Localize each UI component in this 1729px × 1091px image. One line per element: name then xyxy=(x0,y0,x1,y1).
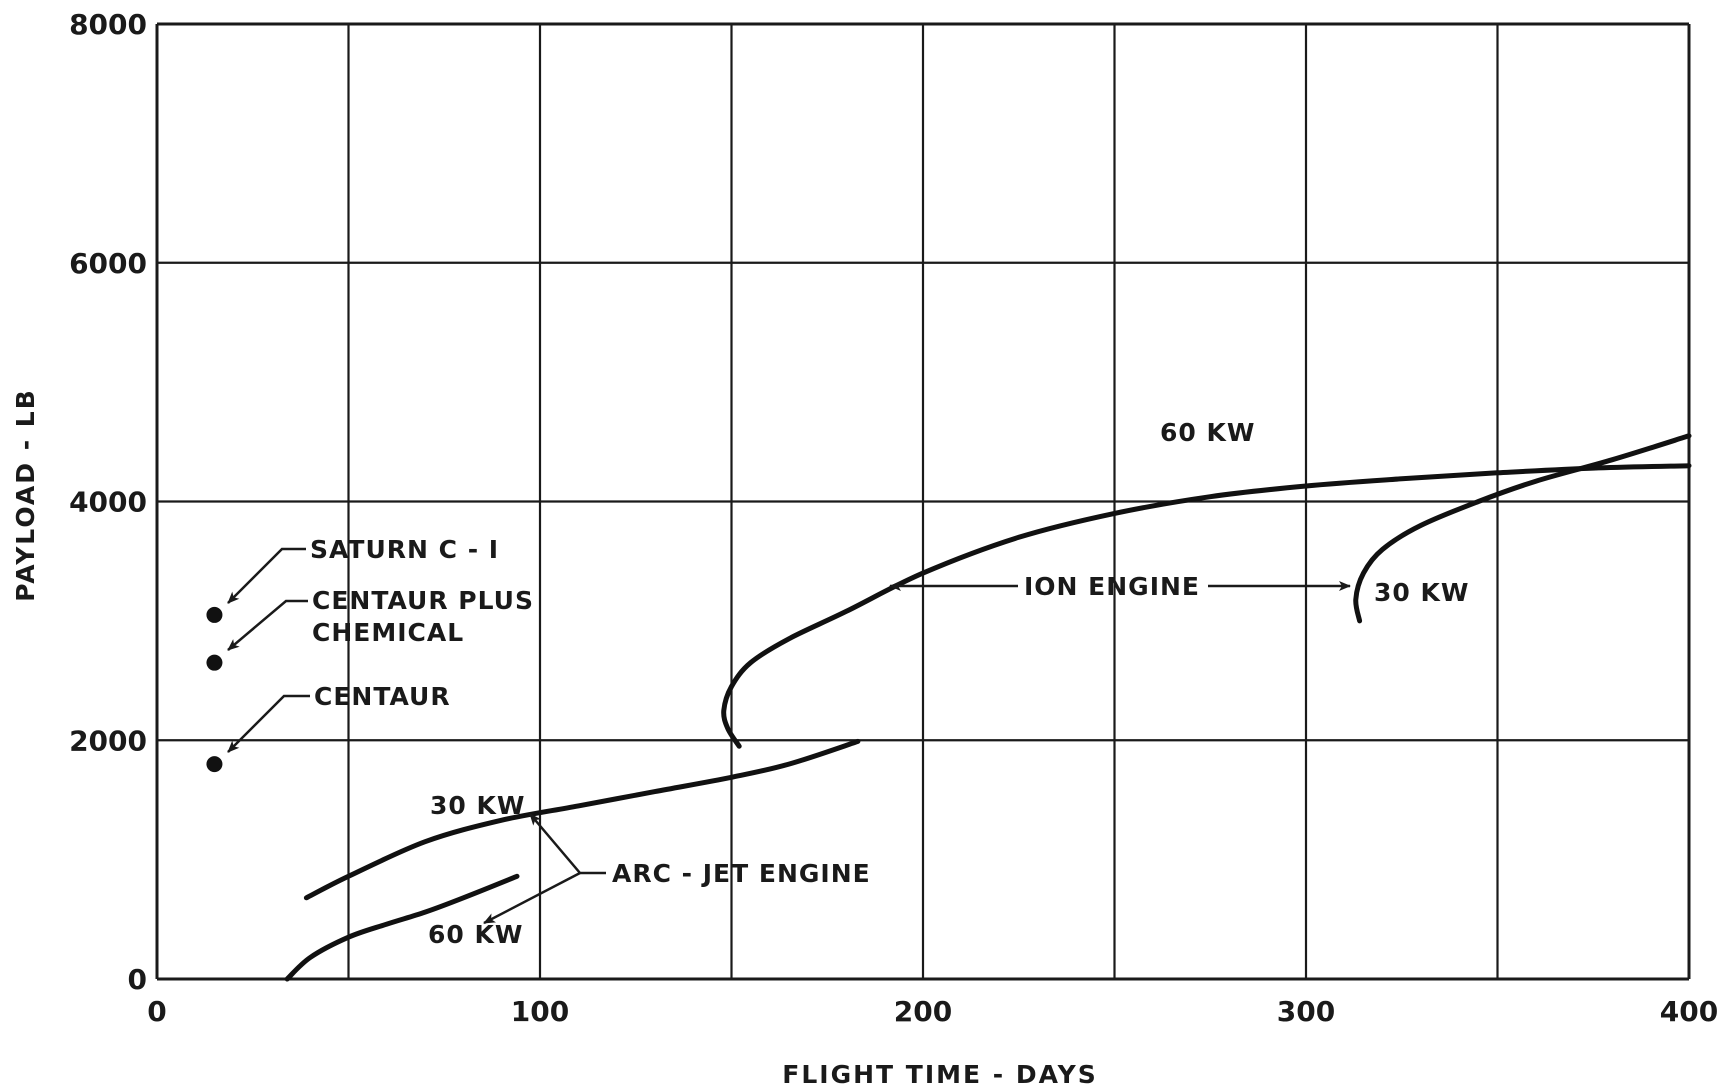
annotation-centaur: CENTAUR xyxy=(314,682,451,711)
data-point-3 xyxy=(206,756,223,773)
x-tick-label: 200 xyxy=(894,995,952,1028)
series-line-3 xyxy=(721,463,1692,749)
arrow-arc-60 xyxy=(483,871,581,925)
annotation-ion-engine: ION ENGINE xyxy=(1024,572,1200,601)
x-tick-label: 300 xyxy=(1277,995,1335,1028)
annotations: SATURN C - I CENTAUR PLUS CHEMICAL CENTAUR 6… xyxy=(227,418,1469,949)
annotation-arc-60: 60 KW xyxy=(428,920,523,949)
y-tick-label: 8000 xyxy=(69,8,147,41)
annotation-ion-60: 60 KW xyxy=(1160,418,1255,447)
annotation-arc-30: 30 KW xyxy=(430,791,525,820)
y-tick-label: 2000 xyxy=(69,724,147,757)
grid xyxy=(155,22,1691,981)
annotation-arc-jet: ARC - JET ENGINE xyxy=(612,859,871,888)
series-line-2 xyxy=(284,873,520,982)
y-tick-label: 6000 xyxy=(69,247,147,280)
y-tick-label: 0 xyxy=(128,963,147,996)
arrow-saturn xyxy=(227,547,306,604)
annotation-saturn: SATURN C - I xyxy=(310,535,499,564)
annotation-centaur-plus: CHEMICAL xyxy=(312,618,464,647)
x-tick-label: 0 xyxy=(147,995,166,1028)
x-tick-label: 100 xyxy=(511,995,569,1028)
data-point-1 xyxy=(206,606,223,623)
arrow-arc-30 xyxy=(529,813,606,875)
annotation-ion-30: 30 KW xyxy=(1374,578,1469,607)
series-line-4 xyxy=(1353,433,1692,624)
arrow-centaur-plus xyxy=(227,599,308,651)
data-point-2 xyxy=(206,654,223,671)
arrow-centaur xyxy=(227,694,310,753)
series-line-1 xyxy=(303,738,861,901)
y-axis-label: PAYLOAD - LB xyxy=(11,388,40,602)
y-tick-label: 4000 xyxy=(69,486,147,519)
data-points xyxy=(206,606,223,773)
x-axis-label: FLIGHT TIME - DAYS xyxy=(782,1060,1097,1089)
annotation-centaur-plus: CENTAUR PLUS xyxy=(312,586,534,615)
x-tick-label: 400 xyxy=(1660,995,1718,1028)
series-lines xyxy=(284,433,1692,982)
